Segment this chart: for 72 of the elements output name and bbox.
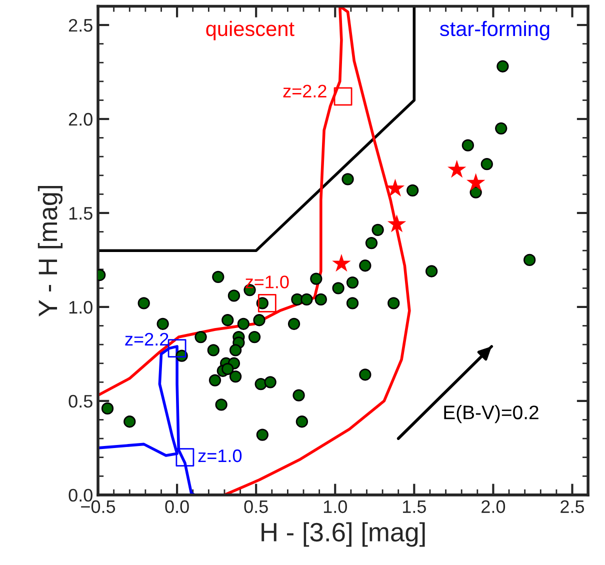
point xyxy=(372,224,384,236)
annotation: z=2.2 xyxy=(125,332,168,346)
point xyxy=(387,214,406,232)
point xyxy=(222,314,234,326)
point xyxy=(258,294,276,312)
y-tick-label: 0.0 xyxy=(68,488,92,502)
point xyxy=(222,362,234,376)
point xyxy=(359,260,372,272)
point xyxy=(288,318,300,330)
point xyxy=(124,416,136,428)
annotation: z=1.0 xyxy=(198,449,242,462)
x-tick-label: 2.5 xyxy=(560,500,584,514)
point xyxy=(425,265,438,278)
y-tick-label: 1.0 xyxy=(69,300,92,314)
x-tick-label: 0.0 xyxy=(165,500,189,514)
point xyxy=(194,330,207,344)
point xyxy=(406,184,419,196)
x-tick-label: 0.5 xyxy=(244,500,268,514)
point xyxy=(334,87,352,106)
annotation: quiescent xyxy=(206,20,294,40)
point xyxy=(480,158,493,170)
point xyxy=(138,297,150,310)
x-tick-label: 2.0 xyxy=(482,500,506,514)
annotation: z=1.0 xyxy=(246,276,289,288)
point xyxy=(300,293,313,306)
point xyxy=(156,318,169,330)
point xyxy=(462,139,474,152)
point xyxy=(253,314,266,326)
point xyxy=(292,389,305,402)
point xyxy=(264,376,276,388)
point xyxy=(365,236,378,250)
point xyxy=(332,254,351,272)
point xyxy=(466,173,486,191)
annotation: z=2.2 xyxy=(283,84,326,98)
point xyxy=(523,254,536,266)
x-tick-label: 1.5 xyxy=(403,500,426,514)
point xyxy=(215,398,228,411)
y-tick-label: 0.5 xyxy=(68,394,92,408)
point xyxy=(314,293,327,306)
x-tick-label: 1.0 xyxy=(324,500,347,514)
x-tick-label: −0.5 xyxy=(81,500,116,514)
point xyxy=(310,272,322,285)
point xyxy=(296,416,308,428)
y-tick-label: 2.0 xyxy=(68,112,92,126)
point xyxy=(359,368,372,381)
y-tick-label: 1.5 xyxy=(69,207,92,220)
annotation: star-forming xyxy=(440,20,550,40)
point xyxy=(496,60,509,72)
point xyxy=(495,122,508,134)
point xyxy=(207,344,220,356)
point xyxy=(237,318,250,330)
point xyxy=(208,374,222,386)
point xyxy=(176,448,194,467)
point xyxy=(212,270,224,283)
point xyxy=(228,290,240,302)
point xyxy=(101,402,114,415)
point xyxy=(229,344,242,356)
point xyxy=(229,370,242,383)
point xyxy=(254,378,267,390)
y-axis-title: Y - H [mag] xyxy=(38,186,62,316)
point xyxy=(448,160,466,178)
point xyxy=(256,428,268,441)
x-axis-title: H - [3.6] [mag] xyxy=(262,522,425,547)
point xyxy=(248,330,261,344)
y-tick-label: 2.5 xyxy=(68,18,92,32)
point xyxy=(346,276,359,289)
point xyxy=(342,173,354,186)
point xyxy=(168,339,186,358)
point xyxy=(388,297,400,310)
annotation: E(B-V)=0.2 xyxy=(444,405,538,424)
point xyxy=(332,282,344,294)
point xyxy=(346,297,359,310)
